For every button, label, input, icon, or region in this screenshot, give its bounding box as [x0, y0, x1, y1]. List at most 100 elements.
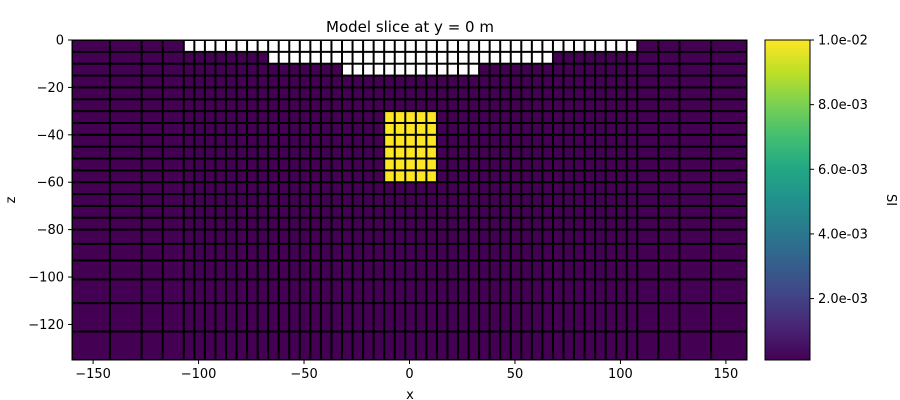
mesh-cell — [237, 218, 247, 229]
mesh-cell — [627, 280, 637, 303]
mesh-cell — [364, 230, 373, 243]
inactive-cell — [543, 52, 552, 63]
mesh-cell — [385, 230, 394, 243]
mesh-cell — [269, 183, 278, 194]
mesh-cell — [216, 171, 225, 182]
inactive-cell — [448, 52, 458, 63]
mesh-cell — [596, 135, 605, 146]
mesh-cell — [448, 100, 458, 111]
mesh-cell — [585, 195, 595, 205]
mesh-cell — [332, 123, 341, 134]
mesh-cell — [617, 230, 626, 243]
mesh-cell — [216, 195, 225, 205]
mesh-cell — [258, 171, 268, 182]
mesh-cell — [712, 206, 746, 217]
mesh-cell — [585, 332, 595, 359]
colorbar-label: SI — [883, 194, 898, 206]
mesh-cell — [469, 304, 479, 331]
mesh-cell — [216, 261, 225, 279]
mesh-cell — [416, 218, 426, 229]
mesh-cell — [532, 280, 542, 303]
mesh-cell — [712, 147, 746, 158]
mesh-cell — [311, 183, 320, 194]
mesh-cell — [480, 171, 489, 182]
mesh-cell — [638, 147, 658, 158]
mesh-cell — [627, 147, 637, 158]
mesh-cell — [163, 88, 183, 99]
mesh-cell — [332, 112, 341, 122]
mesh-cell — [564, 135, 574, 146]
mesh-cell — [437, 244, 447, 260]
mesh-cell — [659, 64, 679, 75]
mesh-cell — [385, 88, 394, 99]
mesh-cell — [279, 135, 289, 146]
mesh-cell — [258, 76, 268, 87]
mesh-cell — [501, 280, 510, 303]
mesh-cell — [553, 88, 563, 99]
mesh-cell — [448, 135, 458, 146]
mesh-cell — [226, 183, 236, 194]
mesh-cell — [501, 159, 510, 170]
mesh-cell — [332, 206, 341, 217]
mesh-cell — [427, 100, 436, 111]
mesh-cell — [575, 123, 584, 134]
anomaly-cell — [416, 135, 426, 146]
mesh-cell — [459, 218, 468, 229]
mesh-cell — [480, 88, 489, 99]
mesh-cell — [269, 206, 278, 217]
mesh-cell — [73, 244, 109, 260]
mesh-cell — [73, 100, 109, 111]
mesh-cell — [501, 230, 510, 243]
mesh-cell — [248, 244, 257, 260]
mesh-cell — [543, 244, 552, 260]
mesh-cell — [258, 261, 268, 279]
mesh-cell — [73, 88, 109, 99]
mesh-cell — [374, 147, 384, 158]
mesh-cell — [480, 76, 489, 87]
mesh-cell — [142, 206, 162, 217]
mesh-cell — [73, 123, 109, 134]
mesh-cell — [321, 195, 331, 205]
mesh-cell — [585, 304, 595, 331]
mesh-cell — [638, 332, 658, 359]
mesh-cell — [343, 332, 352, 359]
mesh-cell — [617, 123, 626, 134]
mesh-cell — [226, 280, 236, 303]
mesh-cell — [480, 64, 489, 75]
mesh-cell — [490, 171, 500, 182]
mesh-cell — [490, 195, 500, 205]
mesh-cell — [437, 159, 447, 170]
mesh-cell — [638, 280, 658, 303]
mesh-cell — [205, 76, 215, 87]
mesh-cell — [427, 206, 436, 217]
mesh-cell — [448, 218, 458, 229]
mesh-cell — [511, 183, 521, 194]
mesh-cell — [543, 332, 552, 359]
mesh-cell — [459, 76, 468, 87]
mesh-cell — [205, 183, 215, 194]
mesh-cell — [374, 88, 384, 99]
mesh-cell — [575, 159, 584, 170]
inactive-cell — [437, 52, 447, 63]
mesh-cell — [448, 304, 458, 331]
mesh-cell — [427, 304, 436, 331]
mesh-cell — [205, 261, 215, 279]
mesh-cell — [321, 159, 331, 170]
mesh-cell — [226, 147, 236, 158]
mesh-cell — [617, 280, 626, 303]
mesh-cell — [712, 88, 746, 99]
mesh-cell — [279, 244, 289, 260]
mesh-cell — [163, 206, 183, 217]
mesh-cell — [575, 280, 584, 303]
mesh-cell — [416, 230, 426, 243]
mesh-cell — [237, 76, 247, 87]
mesh-cell — [638, 76, 658, 87]
mesh-cell — [300, 88, 310, 99]
mesh-cell — [73, 64, 109, 75]
mesh-cell — [659, 100, 679, 111]
inactive-cell — [553, 41, 563, 51]
mesh-cell — [205, 52, 215, 63]
mesh-cell — [585, 135, 595, 146]
x-tick-label: 50 — [507, 367, 524, 382]
mesh-cell — [659, 88, 679, 99]
